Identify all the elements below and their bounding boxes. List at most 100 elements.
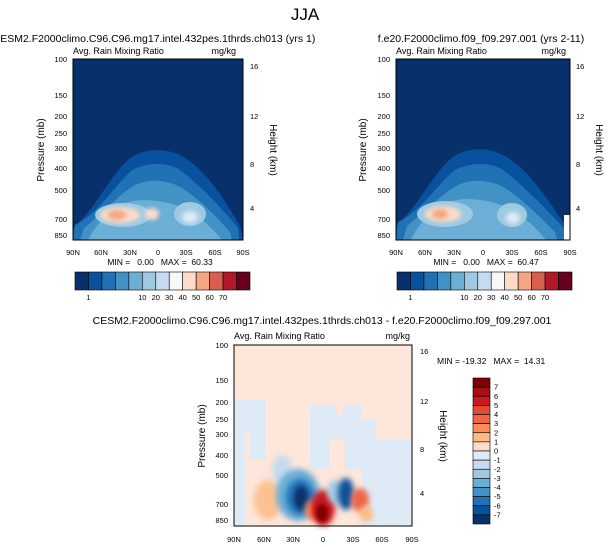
page-title: JJA: [291, 5, 320, 24]
colorbar-swatch: [558, 271, 573, 291]
colorbar-label: 50: [514, 293, 522, 302]
panel-3-y-tick: 300: [215, 430, 228, 439]
colorbar-label: 60: [527, 293, 535, 302]
colorbar-label: 70: [541, 293, 549, 302]
panel-1-y-tick: 100: [54, 55, 67, 64]
colorbar-label: -3: [494, 474, 501, 483]
panel-2-y-tick-right: 4: [576, 204, 580, 213]
colorbar-swatch: [155, 271, 170, 291]
panel-2: f.e20.F2000climo.f09_f09.297.001 (yrs 2-…: [358, 33, 604, 302]
colorbar-label: 20: [152, 293, 160, 302]
colorbar-swatch: [195, 271, 210, 291]
panel-2-y-tick: 500: [377, 186, 390, 195]
panel-3-y-tick: 100: [215, 341, 228, 350]
panel-2-x-tick: 90S: [563, 248, 576, 257]
panel-1-x-ticks: 90N 60N 30N 0 30S 60S 90S: [66, 248, 250, 257]
colorbar-label: 1: [408, 293, 412, 302]
colorbar-swatch: [410, 271, 425, 291]
panel-3-y-tick-right: 8: [420, 445, 424, 454]
panel-2-x-tick: 90N: [389, 248, 403, 257]
panel-2-y-tick: 150: [377, 91, 390, 100]
colorbar-label: 0: [494, 447, 498, 456]
colorbar-swatch: [396, 271, 411, 291]
colorbar-swatch: [472, 496, 491, 507]
panel-2-y-tick-right: 12: [576, 112, 584, 121]
colorbar-swatch: [472, 468, 491, 479]
colorbar-label: 60: [205, 293, 213, 302]
panel-3: CESM2.F2000climo.C96.C96.mg17.intel.432p…: [93, 315, 552, 544]
colorbar-label: 10: [460, 293, 468, 302]
colorbar-swatch: [472, 377, 491, 388]
panel-2-y-tick: 300: [377, 144, 390, 153]
panel-2-subtitle-left: Avg. Rain Mixing Ratio: [396, 46, 487, 56]
panel-2-field: [396, 59, 570, 240]
colorbar-swatch: [472, 423, 491, 434]
colorbar-swatch: [544, 271, 559, 291]
colorbar-label: 1: [494, 437, 498, 446]
colorbar-swatch: [472, 487, 491, 497]
panel-3-y-tick: 850: [215, 516, 228, 525]
panel-2-y-tick-right: 16: [576, 62, 584, 71]
colorbar-swatch: [142, 271, 157, 291]
colorbar-swatch: [472, 414, 491, 424]
panel-1-title: CESM2.F2000climo.C96.C96.mg17.intel.432p…: [0, 33, 315, 45]
colorbar-swatch: [472, 478, 491, 488]
panel-1-x-tick: 90S: [236, 248, 249, 257]
colorbar-label: 20: [474, 293, 482, 302]
panel-3-y-tick: 400: [215, 451, 228, 460]
panel-1-y-tick: 250: [54, 129, 67, 138]
panel-1-y-tick-right: 4: [250, 204, 254, 213]
colorbar-swatch: [472, 514, 491, 525]
colorbar-swatch: [472, 405, 491, 415]
panel-2-ylabel: Pressure (mb): [358, 118, 369, 181]
panel-1-x-tick: 60N: [94, 248, 108, 257]
panel-3-x-tick: 90N: [227, 535, 241, 544]
panel-3-y-tick: 500: [215, 471, 228, 480]
colorbar-label: 4: [494, 410, 498, 419]
panel-2-y-tick: 250: [377, 129, 390, 138]
panel-3-y-tick-right: 16: [420, 347, 428, 356]
colorbar-swatch: [88, 271, 103, 291]
panel-2-ylabel-right: Height (km): [593, 124, 604, 176]
panel-3-y-tick: 250: [215, 415, 228, 424]
colorbar-swatch: [490, 271, 505, 291]
panel-1-y-tick-right: 8: [250, 160, 254, 169]
panel-2-subtitle-right: mg/kg: [541, 46, 566, 56]
panel-2-y-tick: 200: [377, 112, 390, 121]
panel-2-x-tick: 30S: [505, 248, 518, 257]
colorbar-label: 3: [494, 419, 498, 428]
colorbar-swatch: [517, 271, 532, 291]
panel-1: CESM2.F2000climo.C96.C96.mg17.intel.432p…: [0, 33, 315, 302]
panel-1-y-tick-right: 12: [250, 112, 258, 121]
panel-1-x-tick: 30S: [179, 248, 192, 257]
colorbar-label: 10: [138, 293, 146, 302]
panel-1-y-ticks-right: 16 12 8 4: [250, 62, 258, 213]
panel-2-stats: MIN = 0.00 MAX = 60.47: [433, 257, 539, 267]
panel-2-y-tick: 850: [377, 231, 390, 240]
colorbar-swatch: [423, 271, 438, 291]
colorbar-label: 1: [86, 293, 90, 302]
colorbar-swatch: [128, 271, 143, 291]
panel-2-x-tick: 60S: [534, 248, 547, 257]
panel-3-y-tick: 150: [215, 376, 228, 385]
colorbar-swatch: [168, 271, 183, 291]
colorbar-label: 50: [192, 293, 200, 302]
colorbar-swatch: [472, 450, 491, 461]
colorbar-label: 70: [219, 293, 227, 302]
colorbar-label: -2: [494, 465, 501, 474]
panel-3-x-tick: 30N: [286, 535, 300, 544]
colorbar-label: 5: [494, 401, 498, 410]
panel-2-y-tick: 100: [377, 55, 390, 64]
panel-2-y-tick-right: 8: [576, 160, 580, 169]
panel-3-y-tick: 700: [215, 500, 228, 509]
panel-2-x-tick: 60N: [418, 248, 432, 257]
panel-3-x-tick: 30S: [346, 535, 359, 544]
panel-1-stats: MIN = 0.00 MAX = 60.33: [107, 257, 213, 267]
panel-1-ylabel: Pressure (mb): [36, 118, 47, 181]
colorbar-swatch: [472, 432, 491, 443]
panel-1-x-tick: 60S: [208, 248, 221, 257]
colorbar-swatch: [450, 271, 465, 291]
colorbar-label: 7: [494, 383, 498, 392]
